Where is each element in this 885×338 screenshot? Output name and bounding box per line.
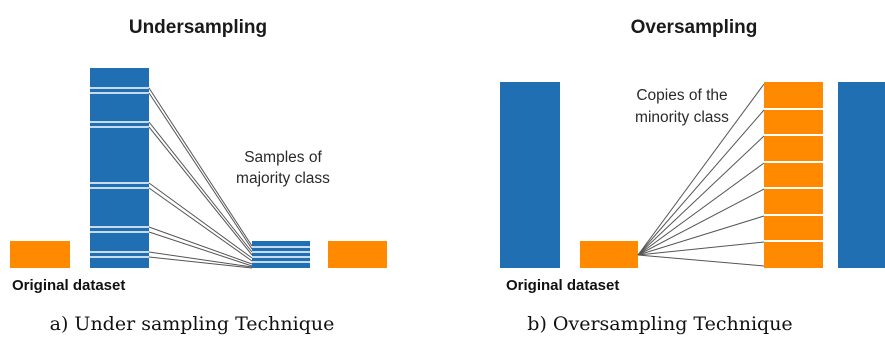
oversampled-minority-bar	[764, 82, 823, 268]
oversampling-panel: Oversampling Copies of the minority clas…	[500, 17, 885, 335]
sample-dividers	[90, 87, 149, 258]
minority-bar	[328, 241, 387, 268]
undersampling-panel: Undersampling Samples of majority class …	[10, 17, 387, 335]
sampling-line	[148, 231, 253, 267]
oversampling-title: Oversampling	[631, 17, 758, 38]
sampling-line	[148, 87, 253, 247]
copy-line	[637, 188, 765, 256]
copy-line	[637, 162, 765, 256]
undersampling-dataset-label: Original dataset	[12, 277, 125, 294]
copy-line	[637, 215, 765, 256]
sampling-line	[148, 126, 253, 256]
oversampling-caption: b) Oversampling Technique	[527, 313, 792, 335]
minority-copies-label-line2: minority class	[635, 109, 729, 126]
undersampled-majority-bar	[252, 241, 310, 268]
sampling-line	[148, 256, 253, 269]
sampling-line	[148, 187, 253, 262]
copy-dividers	[764, 108, 823, 242]
oversampling-dataset-label: Original dataset	[506, 277, 619, 294]
sampling-line	[148, 226, 253, 265]
undersampled-dividers	[252, 246, 310, 263]
minority-copies-label-line1: Copies of the	[636, 87, 727, 104]
majority-samples-label-line2: majority class	[236, 170, 330, 187]
original-majority-bar	[90, 68, 149, 268]
sampling-lines	[148, 87, 253, 269]
majority-samples-label-line1: Samples of	[244, 149, 322, 166]
copy-lines	[637, 83, 765, 267]
copy-line	[637, 83, 765, 256]
original-majority-bar	[500, 82, 560, 268]
sampling-line	[148, 182, 253, 259]
copy-line	[637, 109, 765, 256]
sampling-line	[148, 121, 253, 253]
sampling-line	[148, 251, 253, 268]
sampling-line	[148, 92, 253, 250]
copy-line	[637, 241, 765, 256]
original-minority-bar	[580, 241, 638, 268]
copy-line	[637, 254, 765, 267]
majority-bar	[838, 82, 885, 268]
copy-line	[637, 135, 765, 256]
undersampling-caption: a) Under sampling Technique	[50, 313, 335, 335]
undersampling-title: Undersampling	[129, 17, 267, 38]
original-minority-bar	[10, 241, 70, 268]
